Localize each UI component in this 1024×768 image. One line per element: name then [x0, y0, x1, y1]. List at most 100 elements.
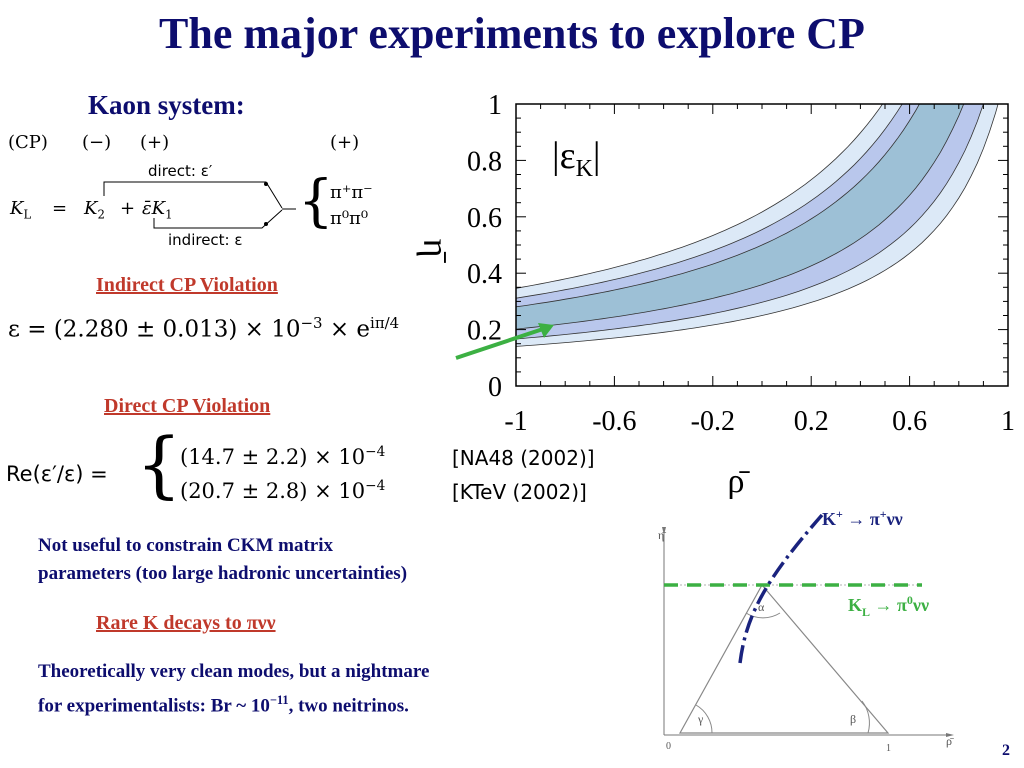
clean-modes-note: Theoretically very clean modes, but a ni…	[38, 658, 429, 720]
eta-bar-axis-label: η̄	[416, 239, 456, 264]
slide-title: The major experiments to explore CP	[159, 9, 865, 58]
epsilon-formula-tail: × e	[322, 316, 371, 343]
rho-bar-axis-label: ρ̄	[728, 463, 751, 500]
cp-minus-label: (−)	[82, 132, 112, 153]
kl-subscript: L	[23, 207, 32, 222]
x-tick-label: -0.2	[691, 406, 735, 437]
kl-pi-sup: 0	[907, 593, 913, 607]
clean-line-2a: for experimentalists: Br ~ 10	[38, 695, 270, 717]
x-tick-label: 0.2	[794, 406, 829, 437]
ktev-value: (20.7 ± 2.8) × 10	[180, 479, 366, 503]
cp-label: (CP)	[8, 132, 48, 153]
kl-equals: =	[52, 198, 68, 219]
decay-brace: {	[298, 169, 334, 234]
triangle-origin-label: 0	[666, 741, 671, 752]
y-tick-label: 0.2	[467, 316, 502, 347]
kplus-arrow-pi: → π	[843, 509, 880, 529]
epsilon-bar-symbol: ε̄	[142, 198, 152, 219]
epsilon-prime-formula: Re(ε′/ε) = { (14.7 ± 2.2) × 10−4 [NA48 (…	[6, 428, 606, 516]
kl-symbol: K	[10, 198, 24, 219]
y-tick-label: 0.4	[467, 259, 502, 290]
beta-label: β	[850, 712, 856, 726]
indirect-cp-heading: Indirect CP Violation	[96, 274, 278, 296]
y-tick-label: 0.8	[467, 146, 502, 177]
pipi-neutral: π⁰π⁰	[330, 208, 369, 229]
kl-nu-nu: νν	[912, 595, 929, 615]
na48-exponent: −4	[365, 444, 386, 460]
direct-cp-heading: Direct CP Violation	[104, 395, 271, 417]
beta-arc	[861, 700, 870, 734]
page-number: 2	[1002, 742, 1010, 759]
kl-l-sub: L	[862, 605, 870, 619]
triangle-one-label: 1	[886, 743, 891, 754]
epsilon-formula-main: ε = (2.280 ± 0.013) × 10	[8, 316, 301, 343]
epsilon-formula-exp: −3	[300, 314, 323, 332]
rho-axis-arrow	[946, 733, 954, 737]
not-useful-note: Not useful to constrain CKM matrix param…	[38, 532, 407, 588]
rare-decays-heading: Rare K decays to πνν	[96, 612, 276, 634]
not-useful-line-1: Not useful to constrain CKM matrix	[38, 535, 333, 556]
y-tick-label: 1	[488, 90, 502, 121]
kaon-heading: Kaon system:	[88, 90, 245, 120]
kl-plus: +	[120, 198, 136, 219]
y-tick-label: 0.6	[467, 203, 502, 234]
indirect-epsilon-label: indirect: ε	[168, 231, 243, 249]
x-tick-label: 0.6	[892, 406, 927, 437]
x-tick-label: -1	[504, 406, 527, 437]
alpha-label: α	[758, 600, 765, 614]
y-tick-label: 0	[488, 372, 502, 403]
pointer-arrow	[455, 326, 547, 360]
clean-line-1: Theoretically very clean modes, but a ni…	[38, 661, 430, 682]
epsilon-k-plot: -1 -0.6 -0.2 0.2 0.6 1 0 0.2 0.4 0.6 0.8…	[416, 90, 1015, 500]
not-useful-line-2: parameters (too large hadronic uncertain…	[38, 563, 408, 584]
epsilon-band-inner	[516, 104, 965, 330]
k2-subscript: 2	[97, 207, 105, 222]
branching-exponent: −11	[269, 693, 289, 707]
epsilon-k-label-open: |ε	[552, 135, 576, 177]
triangle-sides	[678, 583, 890, 734]
na48-value: (14.7 ± 2.2) × 10	[180, 445, 366, 469]
gamma-arc	[695, 704, 713, 734]
kplus-pi-sup: +	[880, 507, 887, 521]
x-tick-label: 1	[1001, 406, 1015, 437]
ktev-reference: [KTeV (2002)]	[452, 480, 587, 504]
x-tick-marks	[515, 104, 1009, 386]
k1-subscript: 1	[165, 207, 173, 222]
gamma-label: γ	[697, 712, 704, 726]
pipi-charged: π⁺π⁻	[330, 182, 373, 203]
epsilon-band-middle	[516, 104, 984, 340]
alpha-arc	[745, 612, 781, 619]
kplus-decay-label: K+ → π+νν	[822, 507, 903, 529]
clean-line-2b: , two neitrinos.	[288, 695, 409, 717]
epsilon-k-label-sub: K	[576, 156, 594, 182]
pointer-arrow-head	[538, 323, 554, 338]
unitarity-triangle: η̄ ρ̄ 0 1 α β γ K+ → π+νν KL → π0νν	[658, 507, 954, 754]
ktev-exponent: −4	[365, 478, 386, 494]
kl-decomposition: (CP) (−) (+) (+) direct: ε′ indirect: ε …	[0, 128, 420, 258]
k1-symbol: K	[151, 198, 166, 219]
kplus-nu-nu: νν	[886, 509, 903, 529]
kplus-pi-nu-nu-curve	[738, 513, 824, 664]
na48-reference: [NA48 (2002)]	[452, 446, 595, 470]
y-tick-marks	[516, 103, 1008, 387]
kplus-k: K	[822, 509, 836, 529]
epsilon-formula-phase: iπ/4	[370, 314, 400, 332]
measurement-brace: {	[136, 422, 182, 506]
eta-axis-arrow	[662, 527, 666, 535]
triangle-rho-label: ρ̄	[946, 734, 954, 748]
triangle-eta-label: η̄	[658, 528, 666, 542]
kplus-k-sup: +	[836, 507, 843, 521]
epsilon-k-label-close: |	[593, 135, 601, 177]
k2-symbol: K	[84, 198, 98, 219]
epsilon-k-label: |εK|	[552, 135, 601, 182]
re-epsilon-ratio: Re(ε′/ε) =	[6, 462, 108, 486]
decay-paths	[103, 181, 296, 229]
cp-plus-label-2: (+)	[330, 132, 360, 153]
epsilon-formula: ε = (2.280 ± 0.013) × 10−3 × eiπ/4	[8, 314, 399, 343]
kl-arrow-pi: → π	[870, 595, 907, 615]
cp-plus-label: (+)	[140, 132, 170, 153]
direct-epsilon-label: direct: ε′	[148, 162, 213, 180]
kl-k: K	[848, 595, 862, 615]
x-tick-label: -0.6	[592, 406, 636, 437]
kl-decay-label: KL → π0νν	[848, 593, 929, 619]
